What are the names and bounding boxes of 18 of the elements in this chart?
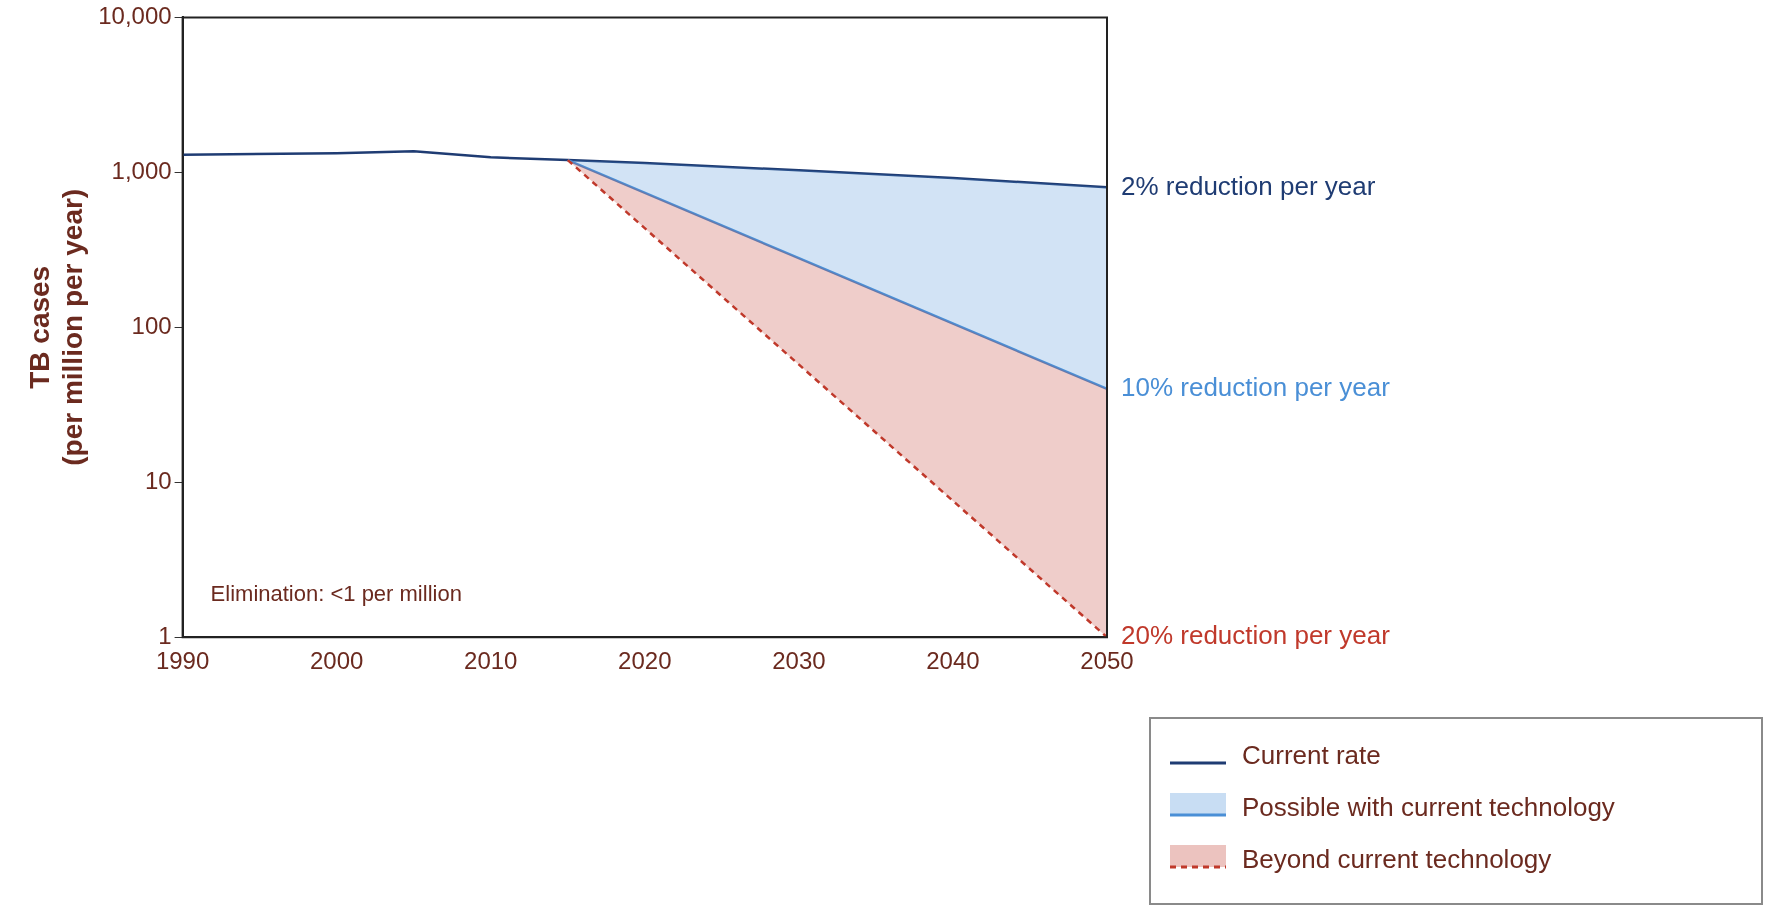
- y-tick-label: 1,000: [111, 156, 172, 184]
- legend-label: Beyond current technology: [1242, 844, 1552, 875]
- text: 2% reduction per year: [1121, 170, 1376, 201]
- text: 10% reduction per year: [1121, 372, 1391, 403]
- legend-label: Current rate: [1242, 740, 1381, 771]
- y-tick-label: 100: [131, 311, 172, 339]
- legend-label: Possible with current technology: [1242, 792, 1615, 823]
- y-tick-label: 10: [144, 466, 172, 494]
- x-tick-label: 2010: [464, 647, 518, 675]
- y-tick-label: 1: [158, 621, 172, 649]
- annotation: Elimination: <1 per million: [210, 581, 462, 607]
- x-tick-label: 2020: [618, 647, 672, 675]
- x-tick-label: 1990: [155, 647, 210, 675]
- y-axis-title: TB cases (per million per year): [23, 188, 89, 466]
- x-tick-label: 2000: [309, 647, 364, 675]
- y-tick-label: 10,000: [98, 2, 172, 30]
- x-tick-label: 2040: [926, 647, 980, 675]
- x-tick-label: 2030: [772, 647, 826, 675]
